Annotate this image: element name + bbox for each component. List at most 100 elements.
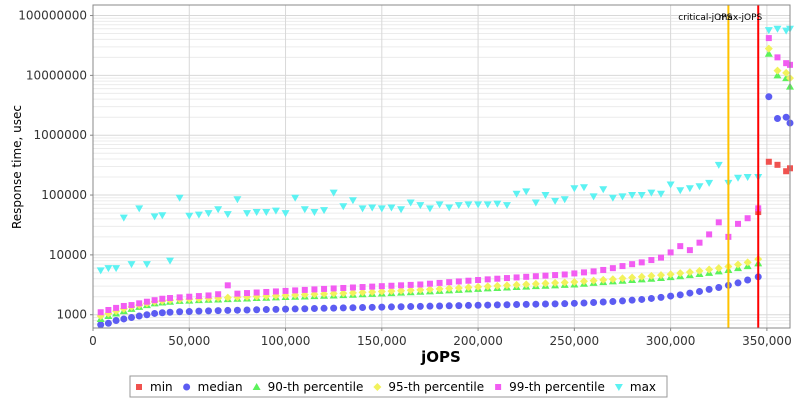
data-point [166, 308, 174, 316]
data-point [416, 302, 424, 310]
data-point [223, 211, 232, 219]
data-point [158, 309, 166, 317]
data-point [765, 158, 772, 165]
data-point [541, 300, 549, 308]
data-point [348, 288, 357, 297]
data-point [706, 231, 713, 238]
data-point [340, 284, 347, 291]
data-point [493, 301, 501, 309]
data-point [150, 213, 159, 221]
data-point [224, 282, 231, 289]
data-point [406, 286, 415, 295]
data-point [502, 281, 511, 290]
data-point [619, 263, 626, 270]
data-point [685, 268, 694, 277]
data-point [135, 312, 143, 320]
data-point [244, 290, 251, 297]
legend-label: 90-th percentile [268, 380, 364, 394]
legend-box [129, 375, 668, 398]
data-point [618, 274, 627, 283]
data-point [407, 303, 415, 311]
x-axis: 0 50,000 100,000 150,000 200,000 250,000 300,0… [89, 328, 792, 348]
data-point [214, 307, 222, 315]
data-point [387, 303, 395, 311]
data-point [272, 288, 279, 295]
data-point [637, 272, 646, 281]
data-point [560, 278, 569, 287]
data-point [435, 284, 444, 293]
data-point [695, 266, 704, 275]
data-point [734, 174, 743, 182]
data-point [378, 303, 386, 311]
data-point [676, 269, 685, 278]
data-point [503, 301, 511, 309]
data-point [686, 247, 693, 254]
series-99-th-percentile [97, 35, 793, 316]
data-point [715, 219, 722, 226]
data-point [560, 196, 569, 204]
legend-swatch [373, 383, 382, 391]
reference-line-label: critical-jOPS [678, 13, 732, 23]
data-point [233, 306, 241, 314]
data-point [773, 115, 781, 123]
data-point [185, 308, 193, 316]
data-point [455, 278, 462, 285]
data-point [368, 204, 377, 212]
data-point [764, 27, 773, 35]
data-point [579, 277, 588, 286]
data-point [764, 49, 773, 57]
legend: min median 90-th percentile 95-th percentil… [129, 375, 668, 398]
data-point [685, 185, 694, 193]
data-point [224, 306, 232, 314]
data-point [127, 261, 136, 269]
data-point [330, 304, 338, 312]
data-point [282, 305, 290, 313]
data-point [151, 297, 158, 304]
data-point [167, 295, 174, 302]
data-point [599, 275, 608, 284]
data-point [714, 264, 723, 273]
data-point [705, 179, 714, 187]
data-point [358, 205, 367, 213]
data-point [175, 194, 184, 202]
x-tick-label: 300,000 [646, 334, 696, 348]
data-point [656, 271, 665, 280]
data-point [696, 287, 704, 295]
data-point [765, 93, 773, 101]
data-point [774, 161, 781, 168]
data-point [301, 286, 308, 293]
data-point [743, 258, 752, 267]
data-point [436, 279, 443, 286]
data-point [377, 287, 386, 296]
data-point [782, 68, 791, 77]
data-point [464, 283, 473, 292]
data-point [416, 202, 425, 210]
data-point [676, 187, 685, 195]
data-point [608, 194, 617, 202]
data-point [321, 285, 328, 292]
data-point [454, 202, 463, 210]
data-point [426, 280, 433, 287]
data-point [135, 205, 144, 213]
data-point [523, 273, 530, 280]
data-point [628, 296, 636, 304]
data-point [494, 275, 501, 282]
data-point [638, 259, 645, 266]
y-axis: 1000 10000 100000 1000000 10000000 100000000 [18, 9, 93, 322]
data-point [493, 200, 502, 208]
data-point [369, 283, 376, 290]
data-point [667, 292, 675, 300]
data-point [513, 301, 521, 309]
data-point [233, 196, 242, 204]
data-point [120, 315, 128, 323]
reference-line-label: max-jOPS [719, 13, 763, 23]
data-point [291, 194, 300, 202]
data-point [113, 304, 120, 311]
data-point [349, 284, 356, 291]
data-point [551, 300, 559, 308]
data-point [349, 304, 357, 312]
x-tick-label: 50,000 [168, 334, 210, 348]
data-point [609, 298, 617, 306]
data-point [647, 189, 656, 197]
data-point [618, 193, 627, 201]
